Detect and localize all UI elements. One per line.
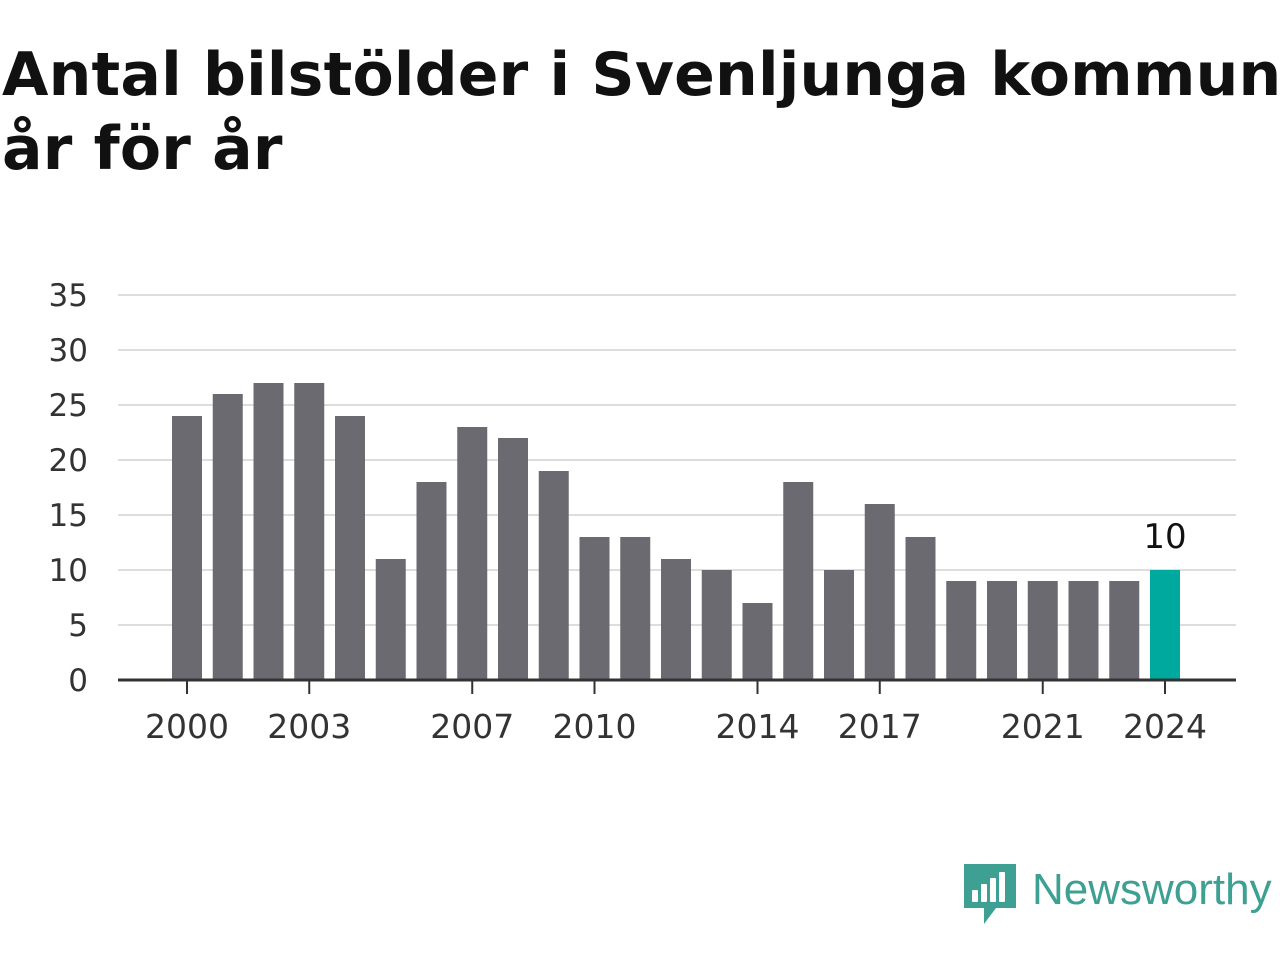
bar xyxy=(375,559,406,680)
bar xyxy=(864,504,895,680)
y-tick-label: 15 xyxy=(49,498,88,534)
bar xyxy=(987,581,1017,680)
x-tick-label: 2014 xyxy=(716,707,800,746)
bar xyxy=(1109,581,1140,680)
x-tick-label: 2017 xyxy=(838,707,922,746)
bar xyxy=(498,438,528,680)
bar xyxy=(701,570,732,680)
bar xyxy=(538,471,569,680)
bar xyxy=(824,570,854,680)
newsworthy-logo-icon xyxy=(964,864,1016,924)
bar xyxy=(294,383,325,680)
y-tick-label: 30 xyxy=(49,333,88,369)
bar xyxy=(742,603,773,680)
x-tick-label: 2010 xyxy=(553,707,637,746)
bar xyxy=(620,537,651,680)
y-tick-label: 25 xyxy=(49,388,88,424)
bar-chart: 0 5 10 15 20 25 30 35 10 2000 2003 2007 2010 2014 2017… xyxy=(49,278,1236,746)
x-tick-label: 2003 xyxy=(267,707,351,746)
x-tick-label: 2007 xyxy=(430,707,514,746)
y-tick-label: 0 xyxy=(68,663,88,699)
chart-title: Antal bilstölder i Svenljunga kommun år … xyxy=(2,38,1280,186)
bar xyxy=(783,482,814,680)
y-tick-label: 35 xyxy=(49,278,88,314)
newsworthy-logo: Newsworthy xyxy=(964,864,1272,926)
bar xyxy=(172,416,202,680)
brand-name: Newsworthy xyxy=(1032,865,1272,914)
x-tick-label: 2021 xyxy=(1001,707,1085,746)
y-tick-label: 10 xyxy=(49,553,88,589)
y-tick-label: 20 xyxy=(49,443,88,479)
bar xyxy=(416,482,447,680)
bar xyxy=(1027,581,1058,680)
y-tick-label: 5 xyxy=(68,608,88,644)
data-label: 10 xyxy=(1143,517,1186,557)
bar xyxy=(905,537,936,680)
bar xyxy=(661,559,691,680)
bar xyxy=(1068,581,1099,680)
title-line-1: Antal bilstölder i Svenljunga kommun xyxy=(2,40,1280,110)
x-tick-label: 2024 xyxy=(1123,707,1207,746)
bar xyxy=(946,581,977,680)
x-tick-label: 2000 xyxy=(145,707,229,746)
bar xyxy=(253,383,284,680)
bar xyxy=(212,394,243,680)
bar xyxy=(457,427,488,680)
bar xyxy=(579,537,610,680)
bar xyxy=(335,416,365,680)
bar xyxy=(1150,570,1180,680)
title-line-2: år för år xyxy=(2,114,283,184)
